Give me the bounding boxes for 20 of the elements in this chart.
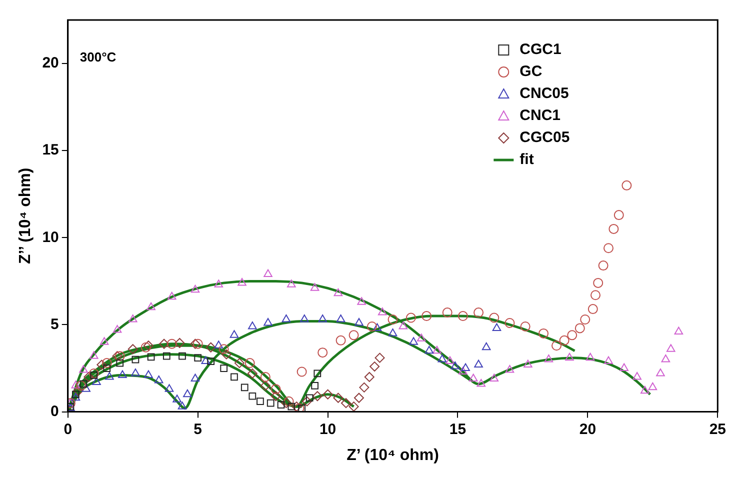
legend-label: CGC1: [520, 41, 562, 58]
legend-label: CGC05: [520, 129, 570, 146]
x-tick-label: 25: [709, 420, 726, 438]
x-tick-label: 0: [64, 420, 72, 438]
y-tick-label: 20: [42, 54, 59, 72]
legend-label: GC: [520, 63, 542, 80]
x-tick-label: 5: [194, 420, 202, 438]
x-tick-label: 10: [319, 420, 336, 438]
y-tick-label: 0: [50, 402, 59, 420]
x-tick-label: 15: [449, 420, 466, 438]
y-tick-label: 10: [42, 228, 59, 246]
legend-label: CNC05: [520, 85, 569, 102]
x-tick-label: 20: [579, 420, 596, 438]
y-tick-label: 5: [50, 316, 59, 333]
x-axis-title: Z’ (10⁴ ohm): [346, 446, 439, 464]
y-axis-title: Z’’ (10⁴ ohm): [17, 168, 34, 264]
legend-label: fit: [520, 151, 534, 168]
y-tick-label: 15: [42, 142, 59, 159]
annotation: 300°C: [80, 50, 117, 65]
legend-label: CNC1: [520, 107, 560, 124]
